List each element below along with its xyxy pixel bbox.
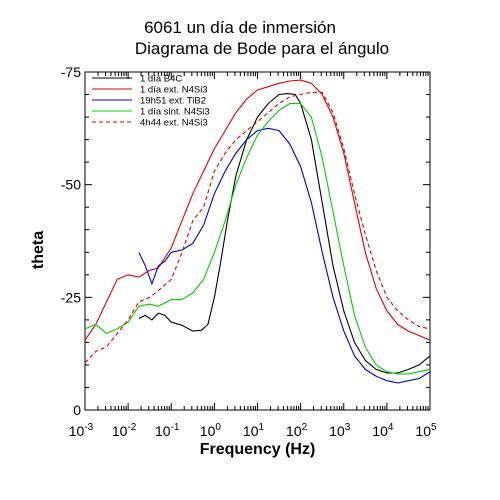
x-tick-label: 102 xyxy=(286,422,308,439)
x-tick-label: 103 xyxy=(329,422,351,439)
series-line xyxy=(138,127,431,384)
y-tick-label: -50 xyxy=(61,177,81,193)
x-axis-label: Frequency (Hz) xyxy=(199,441,316,458)
legend-label: 19h51 ext. TiB2 xyxy=(140,96,206,107)
legend-label: 1 día sint. N4Si3 xyxy=(140,107,210,118)
series-line xyxy=(84,79,431,341)
x-tick-label: 10-1 xyxy=(155,422,180,439)
chart-title-line-2: Diagrama de Bode para el ángulo xyxy=(134,39,390,58)
legend-label: 4h44 ext. N4Si3 xyxy=(140,118,208,129)
series-line xyxy=(84,102,431,375)
legend-label: 1 día ext. N4Si3 xyxy=(140,85,208,96)
y-tick-label: -25 xyxy=(61,289,81,305)
x-tick-label: 100 xyxy=(200,422,222,439)
x-tick-label: 105 xyxy=(415,422,437,439)
y-tick-label: -75 xyxy=(61,64,81,80)
legend-label: 1 día B4C xyxy=(140,74,182,85)
series-line xyxy=(84,91,431,364)
x-tick-label: 10-2 xyxy=(112,422,137,439)
y-axis-label: theta xyxy=(30,212,48,269)
y-tick-label: 0 xyxy=(73,402,81,418)
chart-title-line-1: 6061 un día de inmersión xyxy=(144,18,336,37)
series-lines xyxy=(84,79,431,384)
series-line xyxy=(138,93,431,374)
axis-ticks: 10-3 10-2 10-1 100 101 102 103 104 105 0 -25 -50 -75 xyxy=(61,64,437,439)
x-tick-label: 10-3 xyxy=(69,422,94,439)
y-axis-label-text: theta xyxy=(30,230,47,270)
x-tick-label: 104 xyxy=(372,422,394,439)
plot-area xyxy=(84,71,431,411)
x-tick-label: 101 xyxy=(243,422,265,439)
